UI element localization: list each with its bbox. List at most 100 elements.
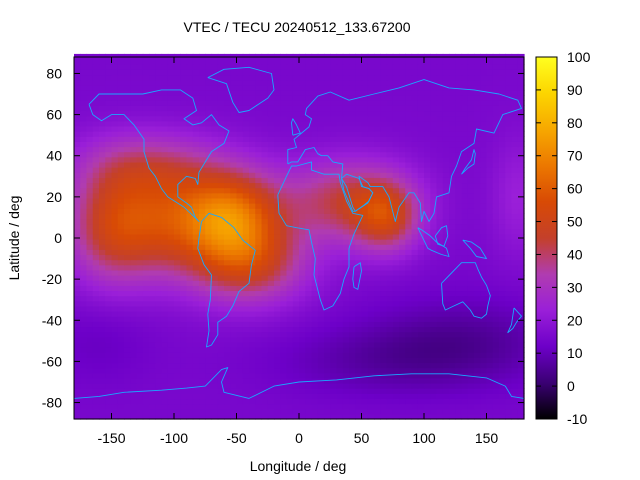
heatmap-cell [292, 213, 300, 220]
heatmap-cell [336, 84, 344, 91]
heatmap-cell [480, 413, 488, 420]
heatmap-cell [511, 125, 519, 132]
heatmap-cell [149, 84, 156, 91]
heatmap-cell [461, 383, 469, 389]
heatmap-cell [236, 398, 244, 405]
heatmap-cell [374, 223, 381, 230]
heatmap-cell [361, 393, 369, 400]
heatmap-cell [236, 347, 244, 353]
heatmap-cell [286, 74, 294, 81]
heatmap-cell [449, 326, 456, 333]
heatmap-cell [480, 125, 488, 132]
heatmap-cell [149, 357, 156, 364]
heatmap-cell [205, 151, 213, 158]
heatmap-cell [180, 357, 188, 364]
heatmap-cell [280, 141, 288, 148]
heatmap-cell [261, 167, 269, 173]
heatmap-cell [461, 341, 469, 348]
heatmap-cell [311, 331, 319, 338]
heatmap-cell [292, 84, 300, 91]
heatmap-cell [492, 403, 500, 410]
heatmap-cell [155, 74, 163, 81]
heatmap-cell [224, 156, 231, 163]
heatmap-cell [355, 79, 363, 86]
heatmap-cell [499, 125, 506, 132]
heatmap-cell [480, 372, 488, 379]
heatmap-cell [161, 167, 169, 173]
heatmap-cell [161, 326, 169, 333]
heatmap-cell [311, 177, 319, 184]
heatmap-cell [167, 208, 175, 214]
heatmap-cell [417, 249, 425, 256]
heatmap-cell [449, 208, 456, 214]
heatmap-cell [461, 275, 469, 281]
heatmap-cell [180, 156, 188, 163]
heatmap-cell [105, 115, 113, 122]
heatmap-cell [105, 290, 113, 297]
heatmap-cell [92, 239, 100, 245]
heatmap-cell [174, 89, 181, 96]
heatmap-cell [486, 74, 494, 81]
heatmap-cell [380, 311, 388, 317]
heatmap-cell [124, 388, 131, 394]
heatmap-cell [274, 233, 281, 240]
heatmap-cell [161, 156, 169, 163]
heatmap-cell [261, 161, 269, 168]
heatmap-cell [299, 305, 306, 312]
heatmap-cell [517, 156, 525, 163]
heatmap-cell [417, 275, 425, 281]
heatmap-cell [361, 172, 369, 178]
heatmap-cell [174, 84, 181, 91]
heatmap-cell [417, 197, 425, 204]
heatmap-cell [86, 388, 94, 394]
heatmap-cell [74, 403, 81, 410]
heatmap-cell [380, 74, 388, 81]
heatmap-cell [411, 388, 419, 394]
heatmap-cell [417, 393, 425, 400]
heatmap-cell [299, 347, 306, 353]
heatmap-cell [217, 125, 225, 132]
heatmap-cell [492, 187, 500, 194]
heatmap-cell [267, 398, 275, 405]
heatmap-cell [155, 244, 163, 250]
heatmap-cell [230, 259, 238, 266]
heatmap-cell [199, 326, 206, 333]
chart-title: VTEC / TECU 20240512_133.67200 [183, 19, 410, 35]
heatmap-cell [161, 259, 169, 266]
heatmap-cell [449, 146, 456, 153]
heatmap-cell [505, 156, 513, 163]
heatmap-cell [411, 172, 419, 178]
heatmap-cell [224, 197, 231, 204]
heatmap-cell [361, 218, 369, 225]
heatmap-cell [249, 408, 256, 415]
heatmap-cell [224, 89, 231, 96]
heatmap-cell [486, 213, 494, 220]
heatmap-cell [299, 172, 306, 178]
heatmap-cell [405, 89, 413, 96]
heatmap-cell [486, 131, 494, 137]
heatmap-cell [492, 151, 500, 158]
heatmap-cell [130, 167, 138, 173]
heatmap-cell [136, 161, 144, 168]
heatmap-cell [111, 89, 119, 96]
heatmap-cell [124, 125, 131, 132]
heatmap-cell [286, 239, 294, 245]
heatmap-cell [99, 208, 106, 214]
heatmap-cell [380, 290, 388, 297]
heatmap-cell [186, 218, 194, 225]
heatmap-cell [442, 131, 450, 137]
heatmap-cell [261, 377, 269, 384]
heatmap-cell [374, 305, 381, 312]
heatmap-cell [324, 218, 331, 225]
heatmap-cell [405, 79, 413, 86]
heatmap-cell [80, 218, 88, 225]
heatmap-cell [136, 182, 144, 189]
heatmap-cell [105, 403, 113, 410]
heatmap-cell [355, 408, 363, 415]
heatmap-cell [174, 151, 181, 158]
heatmap-cell [280, 259, 288, 266]
heatmap-cell [192, 59, 200, 65]
heatmap-cell [280, 367, 288, 374]
heatmap-cell [261, 197, 269, 204]
heatmap-cell [242, 341, 250, 348]
